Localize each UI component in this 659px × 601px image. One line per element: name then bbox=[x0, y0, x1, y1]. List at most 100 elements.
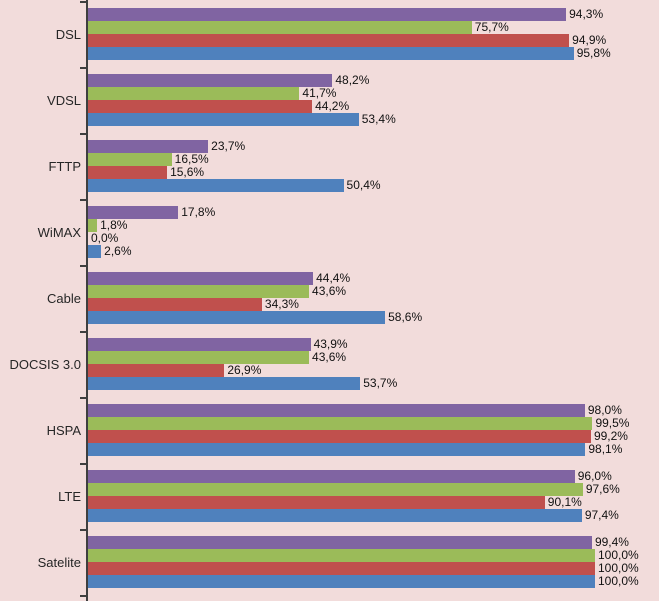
bar-row: 100,0% bbox=[88, 549, 659, 562]
bar-stack: 98,0% 99,5% 99,2% 98,1% bbox=[88, 404, 659, 456]
bar-stack: 17,8% 1,8% 0,0% 2,6% bbox=[88, 206, 659, 258]
value-label: 53,7% bbox=[363, 376, 398, 390]
value-label: 15,6% bbox=[170, 165, 205, 179]
bar-group: LTE 96,0% 97,6% 90,1% 97,4% bbox=[0, 470, 659, 522]
bar-row: 94,9% bbox=[88, 34, 659, 47]
value-label: 58,6% bbox=[388, 310, 423, 324]
bar-row: 95,8% bbox=[88, 47, 659, 60]
category-label: HSPA bbox=[46, 422, 81, 438]
bar-row: 53,7% bbox=[88, 377, 659, 390]
bar-row: 43,6% bbox=[88, 351, 659, 364]
value-label: 0,0% bbox=[91, 231, 119, 245]
bar-red bbox=[88, 562, 595, 575]
bar-group: Cable 44,4% 43,6% 34,3% 58,6% bbox=[0, 272, 659, 324]
bar-stack: 23,7% 16,5% 15,6% 50,4% bbox=[88, 140, 659, 192]
bar-red bbox=[88, 364, 225, 377]
bar-purple bbox=[88, 470, 575, 483]
bar-red bbox=[88, 34, 570, 47]
value-label: 43,6% bbox=[312, 284, 347, 298]
category-label: VDSL bbox=[47, 92, 81, 108]
axis-tick bbox=[80, 529, 86, 531]
bar-row: 100,0% bbox=[88, 562, 659, 575]
value-label: 99,4% bbox=[594, 535, 629, 549]
bar-group: Satelite 99,4% 100,0% 100,0% 100,0% bbox=[0, 536, 659, 588]
bar-blue bbox=[88, 377, 361, 390]
bar-row: 99,2% bbox=[88, 430, 659, 443]
bar-row: 97,4% bbox=[88, 509, 659, 522]
bar-row: 96,0% bbox=[88, 470, 659, 483]
bar-row: 58,6% bbox=[88, 311, 659, 324]
bar-blue bbox=[88, 245, 102, 258]
axis-tick bbox=[80, 199, 86, 201]
bar-purple bbox=[88, 536, 592, 549]
bar-row: 2,6% bbox=[88, 245, 659, 258]
bar-row: 50,4% bbox=[88, 179, 659, 192]
bar-red bbox=[88, 496, 545, 509]
bar-group: HSPA 98,0% 99,5% 99,2% 98,1% bbox=[0, 404, 659, 456]
bar-blue bbox=[88, 509, 582, 522]
value-label: 97,4% bbox=[584, 508, 619, 522]
bar-green bbox=[88, 219, 98, 232]
bar-red bbox=[88, 100, 313, 113]
bar-stack: 99,4% 100,0% 100,0% 100,0% bbox=[88, 536, 659, 588]
bar-group: WiMAX 17,8% 1,8% 0,0% 2,6% bbox=[0, 206, 659, 258]
bar-row: 99,5% bbox=[88, 417, 659, 430]
bar-stack: 96,0% 97,6% 90,1% 97,4% bbox=[88, 470, 659, 522]
value-label: 90,1% bbox=[547, 495, 582, 509]
bar-row: 97,6% bbox=[88, 483, 659, 496]
bar-row: 44,4% bbox=[88, 272, 659, 285]
bar-row: 48,2% bbox=[88, 74, 659, 87]
value-label: 100,0% bbox=[598, 574, 639, 588]
value-label: 2,6% bbox=[104, 244, 132, 258]
value-label: 94,9% bbox=[572, 33, 607, 47]
value-label: 98,1% bbox=[588, 442, 623, 456]
bar-blue bbox=[88, 179, 344, 192]
axis-tick bbox=[80, 397, 86, 399]
bar-row: 15,6% bbox=[88, 166, 659, 179]
value-label: 44,4% bbox=[316, 271, 351, 285]
value-label: 43,6% bbox=[312, 350, 347, 364]
bar-blue bbox=[88, 311, 386, 324]
plot-area: DSL 94,3% 75,7% 94,9% 95,8% VDSL 48,2% 41,7% 44,… bbox=[0, 8, 659, 588]
value-label: 26,9% bbox=[227, 363, 262, 377]
bar-blue bbox=[88, 47, 574, 60]
value-label: 41,7% bbox=[302, 86, 337, 100]
bar-purple bbox=[88, 404, 585, 417]
axis-tick bbox=[80, 331, 86, 333]
bar-row: 98,1% bbox=[88, 443, 659, 456]
value-label: 99,5% bbox=[595, 416, 630, 430]
bar-row: 75,7% bbox=[88, 21, 659, 34]
bar-stack: 43,9% 43,6% 26,9% 53,7% bbox=[88, 338, 659, 390]
bar-row: 43,6% bbox=[88, 285, 659, 298]
bar-row: 94,3% bbox=[88, 8, 659, 21]
bar-green bbox=[88, 351, 310, 364]
bar-green bbox=[88, 87, 300, 100]
bar-red bbox=[88, 298, 262, 311]
bar-purple bbox=[88, 272, 314, 285]
bar-blue bbox=[88, 575, 595, 588]
bar-group: FTTP 23,7% 16,5% 15,6% 50,4% bbox=[0, 140, 659, 192]
bar-purple bbox=[88, 338, 311, 351]
value-label: 44,2% bbox=[315, 99, 350, 113]
value-label: 98,0% bbox=[587, 403, 622, 417]
value-label: 75,7% bbox=[474, 20, 509, 34]
bar-red bbox=[88, 166, 168, 179]
value-label: 97,6% bbox=[585, 482, 620, 496]
bar-green bbox=[88, 417, 593, 430]
bar-stack: 94,3% 75,7% 94,9% 95,8% bbox=[88, 8, 659, 60]
bar-row: 100,0% bbox=[88, 575, 659, 588]
value-label: 23,7% bbox=[211, 139, 246, 153]
value-label: 96,0% bbox=[577, 469, 612, 483]
bar-stack: 48,2% 41,7% 44,2% 53,4% bbox=[88, 74, 659, 126]
axis-tick bbox=[80, 1, 86, 3]
bar-row: 99,4% bbox=[88, 536, 659, 549]
bar-green bbox=[88, 153, 172, 166]
bar-blue bbox=[88, 443, 586, 456]
value-label: 100,0% bbox=[598, 561, 639, 575]
category-label: Cable bbox=[47, 290, 81, 306]
bar-purple bbox=[88, 74, 333, 87]
axis-tick bbox=[80, 463, 86, 465]
bar-green bbox=[88, 483, 583, 496]
bar-row: 1,8% bbox=[88, 219, 659, 232]
